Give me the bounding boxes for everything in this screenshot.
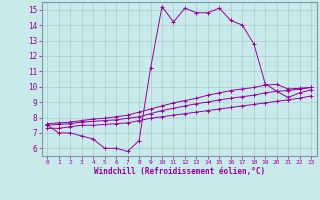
X-axis label: Windchill (Refroidissement éolien,°C): Windchill (Refroidissement éolien,°C) [94,167,265,176]
